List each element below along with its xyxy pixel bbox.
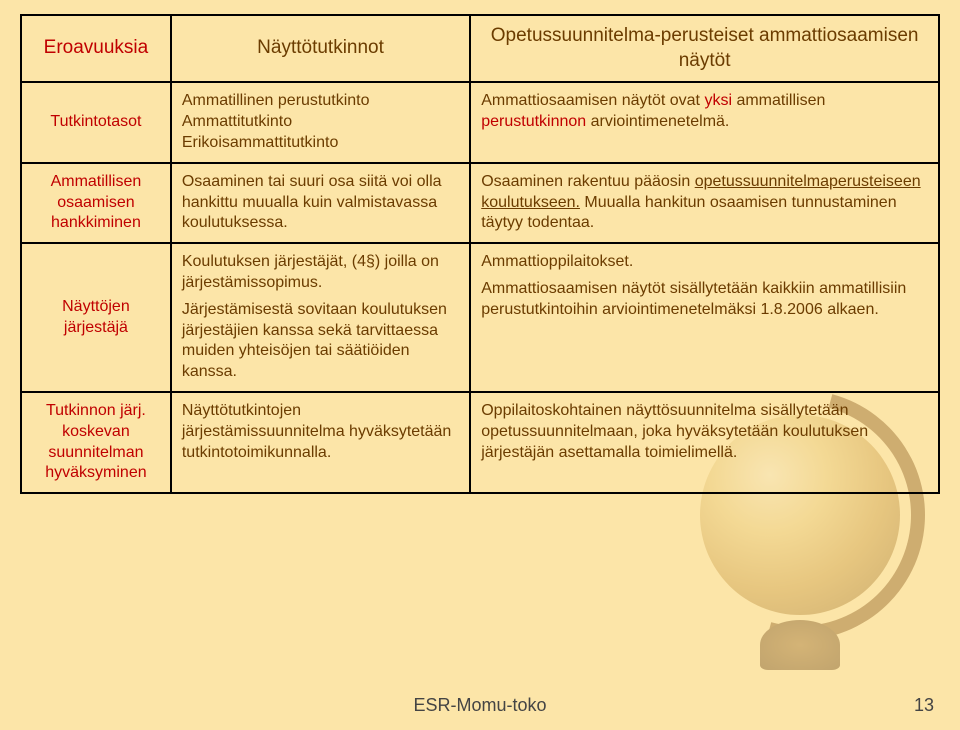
r3c3p2: Ammattiosaamisen näytöt sisällytetään ka… [481, 279, 928, 321]
r1c3c: ammatillisen [732, 92, 825, 109]
r1c3a: Ammattiosaamisen näytöt ovat [481, 92, 704, 109]
r1c3b: yksi [704, 92, 732, 109]
row3-label: Näyttöjen järjestäjä [21, 243, 171, 392]
page-number: 13 [914, 695, 934, 716]
row2-c3: Osaaminen rakentuu pääosin opetussuunnit… [470, 163, 939, 243]
row4-c3: Oppilaitoskohtainen näyttösuunnitelma si… [470, 392, 939, 493]
r3c2p2: Järjestämisestä sovitaan koulutuksen jär… [182, 300, 459, 383]
r3c3p1: Ammattioppilaitokset. [481, 252, 928, 273]
r2c3a: Osaaminen rakentuu pääosin [481, 173, 694, 190]
header-col1: Eroavuuksia [21, 15, 171, 82]
row1-label: Tutkintotasot [21, 82, 171, 162]
row3-c2: Koulutuksen järjestäjät, (4§) joilla on … [171, 243, 470, 392]
header-col2: Näyttötutkinnot [171, 15, 470, 82]
row4-c2: Näyttötutkintojen järjestämissuunnitelma… [171, 392, 470, 493]
row4-label: Tutkinnon järj. koskevan suunnitelman hy… [21, 392, 171, 493]
footer-text: ESR-Momu-toko [0, 695, 960, 716]
row2-label: Ammatillisen osaamisen hankkiminen [21, 163, 171, 243]
comparison-table: Eroavuuksia Näyttötutkinnot Opetussuunni… [20, 14, 940, 494]
row2-c2: Osaaminen tai suuri osa siitä voi olla h… [171, 163, 470, 243]
row1-c2: Ammatillinen perustutkinto Ammattitutkin… [171, 82, 470, 162]
row1-c3: Ammattiosaamisen näytöt ovat yksi ammati… [470, 82, 939, 162]
r1c3d: perustutkinnon [481, 113, 586, 130]
r3c2p1: Koulutuksen järjestäjät, (4§) joilla on … [182, 252, 459, 294]
row3-c3: Ammattioppilaitokset. Ammattiosaamisen n… [470, 243, 939, 392]
r1c3e: arviointimenetelmä. [586, 113, 729, 130]
header-col3: Opetussuunnitelma-perusteiset ammattiosa… [470, 15, 939, 82]
